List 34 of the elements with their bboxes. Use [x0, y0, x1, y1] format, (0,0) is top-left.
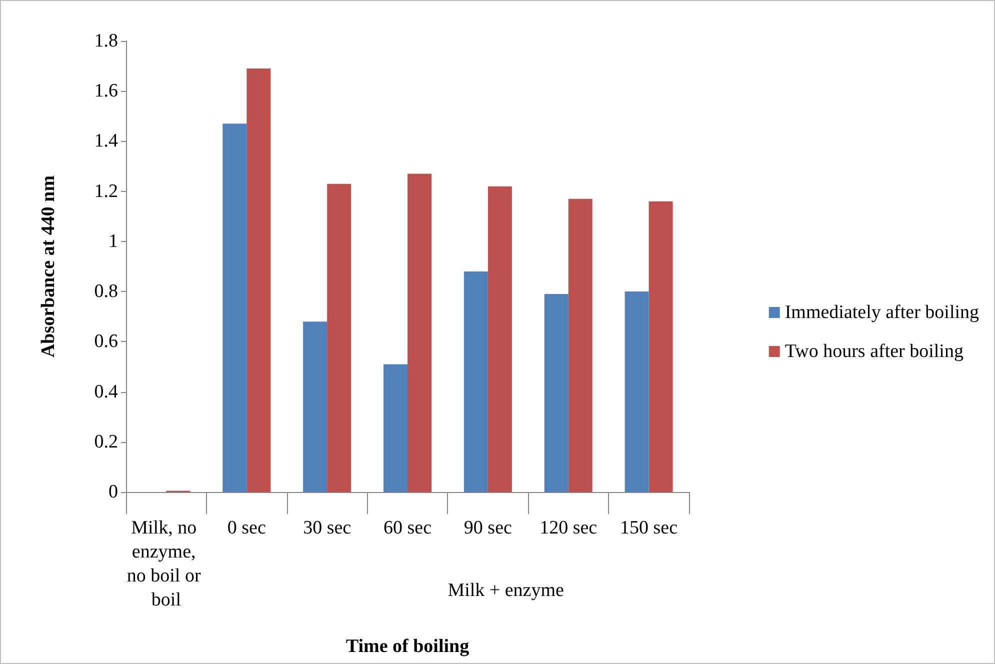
legend-label: Immediately after boiling [784, 302, 980, 323]
bar [327, 184, 352, 492]
y-tick-label: 0.6 [94, 331, 118, 352]
y-tick-label: 1.2 [94, 180, 118, 202]
x-tick-label: Milk, no enzyme, no boil or boil [126, 518, 206, 610]
y-tick-label: 1.4 [94, 130, 118, 152]
bar [464, 272, 488, 492]
bar [568, 198, 592, 492]
x-tick-label: 0 sec [227, 518, 266, 538]
bar [648, 201, 673, 492]
x-tick-label: 60 sec [383, 518, 432, 538]
y-tick-label: 0.2 [94, 431, 118, 452]
bar [384, 364, 408, 492]
y-tick-label: 0.8 [94, 281, 118, 302]
bar [303, 322, 328, 492]
x-tick-label: 120 sec [540, 518, 598, 538]
bar [222, 124, 247, 492]
y-tick-label: 0.4 [94, 381, 118, 402]
text: Milk + enzyme [448, 580, 564, 601]
legend-label: Two hours after boiling [784, 341, 964, 362]
bar [624, 292, 649, 492]
x-tick-label: 150 sec [620, 518, 678, 538]
x-axis-title: Time of boiling [346, 636, 470, 657]
y-tick-label: 1 [108, 230, 118, 252]
y-tick-label: 1.8 [94, 30, 118, 52]
bar [544, 294, 568, 492]
bar [246, 68, 271, 492]
y-tick-label: 0 [108, 482, 118, 502]
y-tick-label: 1.6 [94, 80, 118, 102]
bar [488, 186, 512, 492]
x-tick-label: 90 sec [464, 518, 512, 538]
x-tick-label: 30 sec [303, 518, 352, 538]
y-axis-title: Absorbance at 440 nm [38, 175, 59, 358]
bar [408, 174, 432, 492]
